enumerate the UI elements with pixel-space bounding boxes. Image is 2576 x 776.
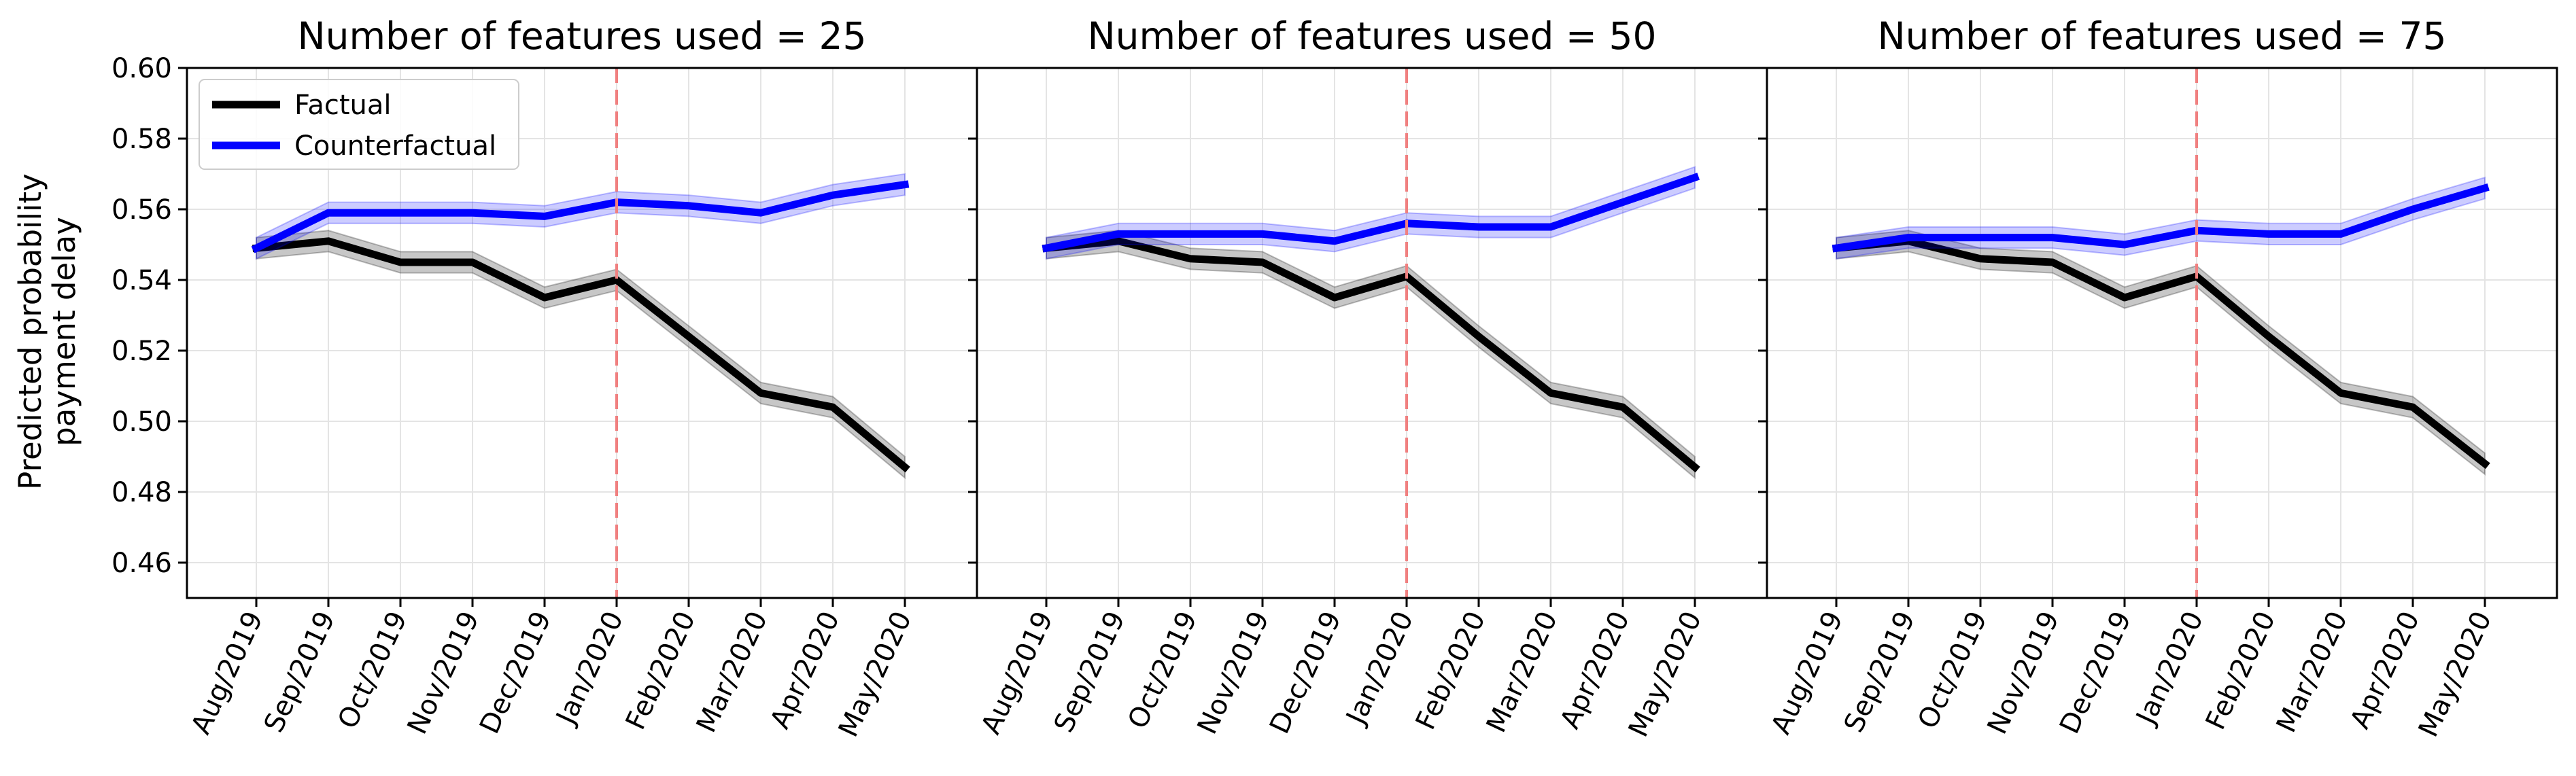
y-tick-label: 0.52 — [111, 336, 172, 367]
series-band-factual — [1836, 230, 2486, 476]
y-tick-label: 0.48 — [111, 477, 172, 508]
x-tick-label: Aug/2019 — [186, 607, 269, 739]
x-tick-label: Dec/2019 — [474, 607, 557, 739]
panel-3: Number of features used = 75 Aug/2019Sep/… — [1758, 14, 2558, 742]
series-line-factual — [1042, 237, 1700, 473]
x-tick-label: Sep/2019 — [1838, 607, 1921, 737]
y-axis-label-line-1: Predicted probability — [12, 173, 48, 490]
series-band-factual — [256, 230, 906, 480]
y-tick-label: 0.56 — [111, 194, 172, 226]
x-tick-label: Mar/2020 — [691, 607, 774, 737]
panel-title: Number of features used = 50 — [1088, 14, 1657, 58]
y-tick-label: 0.58 — [111, 124, 172, 155]
series-line-counterfactual — [251, 180, 910, 253]
x-tick-label: Oct/2019 — [1912, 607, 1993, 734]
x-tick-label: Jan/2020 — [549, 607, 630, 731]
series-line-factual — [252, 237, 910, 473]
series-band-factual — [1046, 230, 1696, 480]
x-tick-label: Sep/2019 — [1048, 607, 1131, 737]
x-tick-label: Apr/2020 — [1554, 607, 1636, 734]
axes-frame — [976, 67, 1768, 599]
y-tick-label: 0.60 — [111, 53, 172, 84]
x-tick-label: Aug/2019 — [1766, 607, 1849, 739]
x-tick-label: Nov/2019 — [1982, 607, 2065, 739]
x-tick-label: Nov/2019 — [402, 607, 485, 739]
x-tick-label: Feb/2020 — [620, 607, 702, 735]
x-tick-label: Jan/2020 — [1339, 607, 1420, 731]
x-tick-label: Apr/2020 — [2344, 607, 2426, 734]
series-line-counterfactual — [1832, 183, 2490, 253]
x-tick-label: Apr/2020 — [764, 607, 846, 734]
x-tick-label: Mar/2020 — [1481, 607, 1564, 737]
x-tick-label: Jan/2020 — [2129, 607, 2210, 731]
legend-label-counterfactual: Counterfactual — [294, 130, 496, 162]
legend: Factual Counterfactual — [199, 79, 519, 170]
panel-title: Number of features used = 75 — [1878, 14, 2447, 58]
y-tick-label: 0.50 — [111, 406, 172, 438]
x-tick-label: Dec/2019 — [2054, 607, 2137, 739]
x-tick-label: May/2020 — [2413, 607, 2498, 742]
x-tick-label: Aug/2019 — [976, 607, 1059, 739]
axes-frame — [1766, 67, 2558, 599]
panel-title: Number of features used = 25 — [298, 14, 867, 58]
x-tick-label: Feb/2020 — [2200, 607, 2282, 735]
series-band-counterfactual — [256, 173, 906, 260]
x-tick-label: Sep/2019 — [258, 607, 341, 737]
legend-label-factual: Factual — [294, 90, 392, 121]
y-tick-label: 0.54 — [111, 265, 172, 296]
x-tick-label: Oct/2019 — [1122, 607, 1203, 734]
x-tick-label: Mar/2020 — [2271, 607, 2354, 737]
x-tick-label: May/2020 — [1623, 607, 1708, 742]
x-tick-label: May/2020 — [833, 607, 918, 742]
x-tick-label: Dec/2019 — [1264, 607, 1347, 739]
y-tick-label: 0.46 — [111, 548, 172, 579]
x-tick-label: Oct/2019 — [332, 607, 413, 734]
series-line-counterfactual — [1042, 173, 1700, 253]
y-axis-label: Predicted probability payment delay — [12, 173, 82, 490]
series-line-factual — [1832, 237, 2490, 470]
x-tick-label: Feb/2020 — [1410, 607, 1492, 735]
y-axis-label-line-2: payment delay — [46, 217, 82, 446]
x-tick-label: Nov/2019 — [1192, 607, 1275, 739]
panel-2: Number of features used = 50 Aug/2019Sep/… — [968, 14, 1768, 742]
